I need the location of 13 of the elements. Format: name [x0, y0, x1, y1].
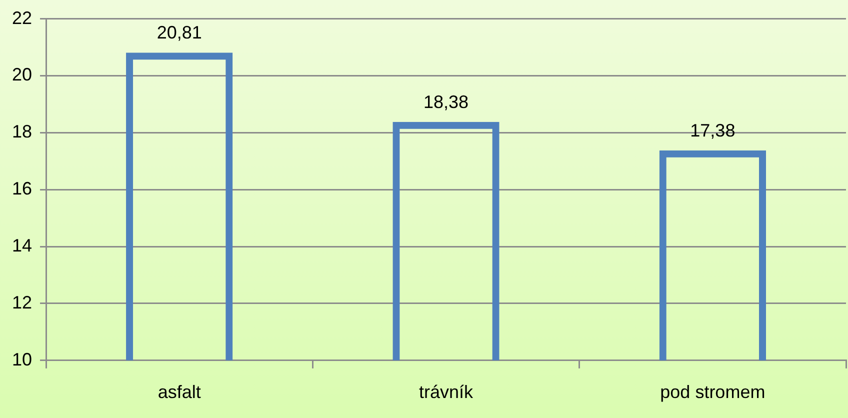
x-tick-label: trávník: [418, 382, 474, 402]
x-tick-label: pod stromem: [660, 382, 766, 402]
data-label: 18,38: [423, 92, 469, 112]
y-tick-label: 14: [12, 236, 32, 256]
y-tick-label: 22: [12, 8, 32, 28]
y-tick-label: 10: [12, 349, 32, 370]
y-tick-label: 12: [12, 292, 32, 312]
data-label: 20,81: [156, 22, 202, 43]
y-tick-label: 16: [12, 178, 32, 199]
data-label: 17,38: [690, 120, 736, 140]
x-tick-label: asfalt: [158, 382, 201, 402]
y-tick-label: 20: [12, 64, 32, 85]
y-tick-label: 18: [12, 122, 32, 142]
